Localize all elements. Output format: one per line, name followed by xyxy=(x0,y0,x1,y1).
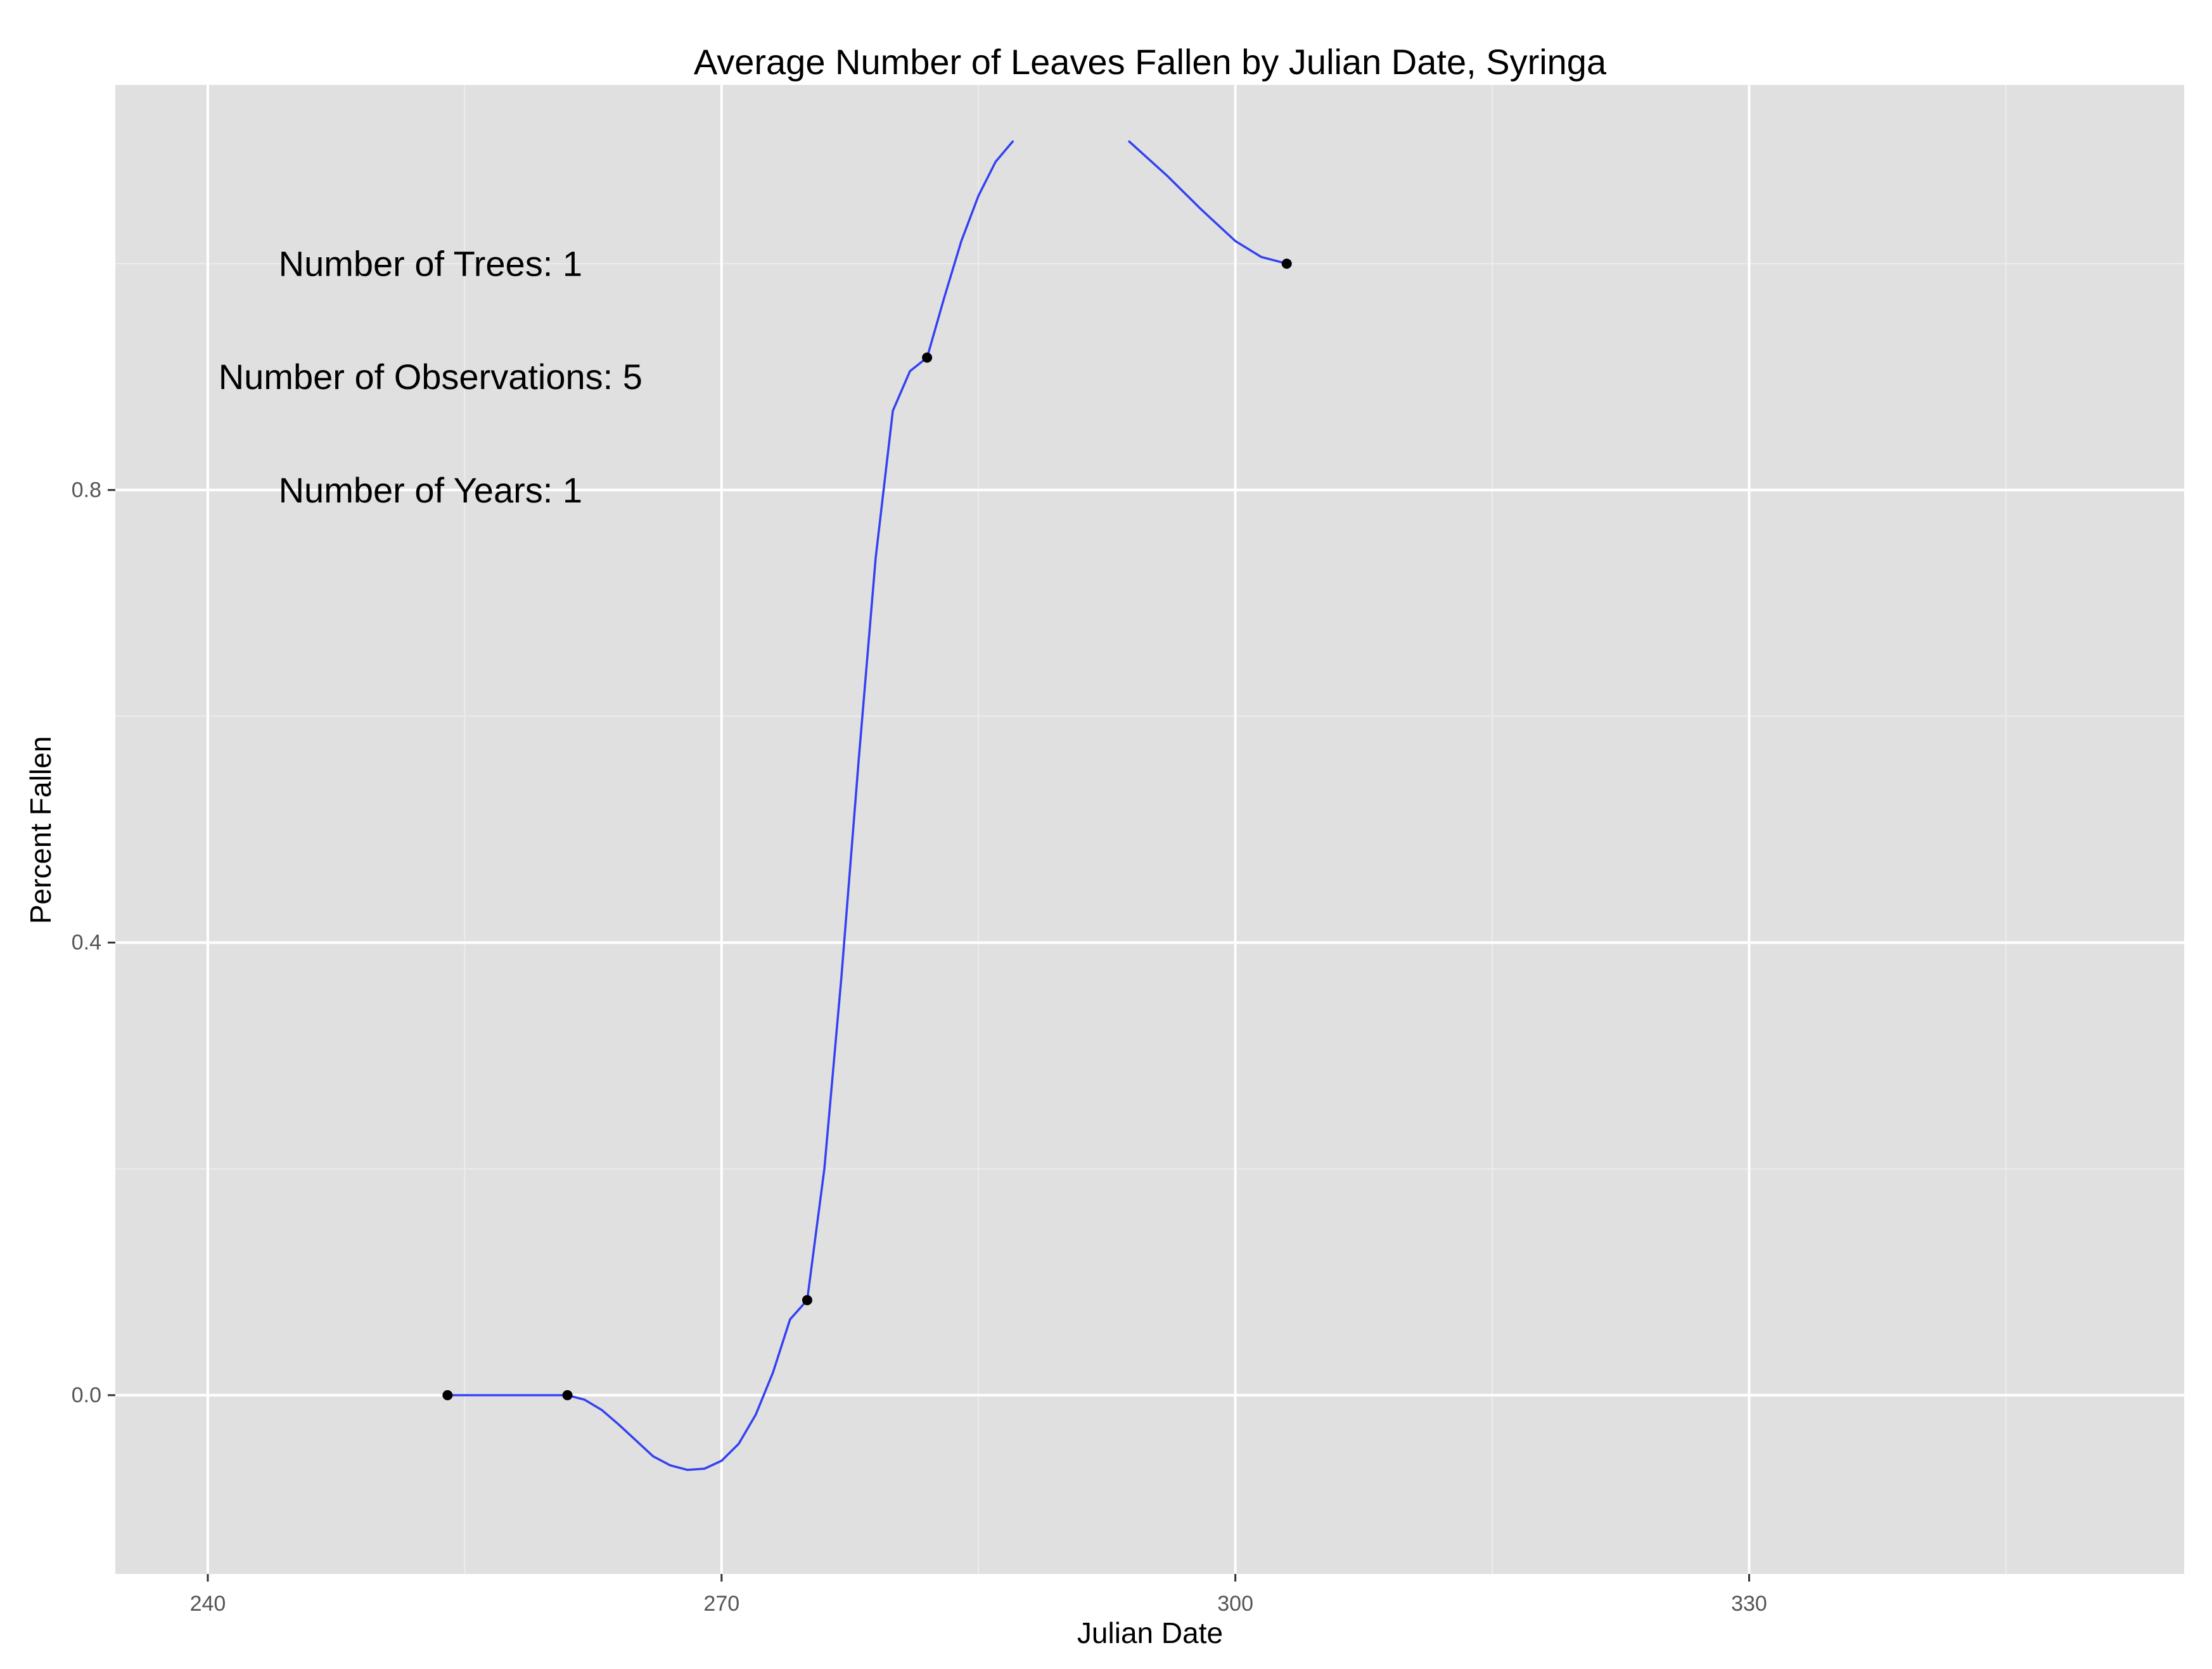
data-point xyxy=(442,1390,453,1400)
chart-title: Average Number of Leaves Fallen by Julia… xyxy=(694,42,1607,82)
annotation-text: Number of Years: 1 xyxy=(279,470,582,510)
data-point xyxy=(562,1390,573,1400)
annotation-text: Number of Observations: 5 xyxy=(219,357,643,397)
annotation-text: Number of Trees: 1 xyxy=(279,244,582,284)
axes-layer: 240 270 300 330 0.0 0.4 0.8 xyxy=(72,478,1767,1616)
x-tick-label: 300 xyxy=(1217,1592,1253,1616)
annotations-layer: Number of Trees: 1 Number of Observations… xyxy=(219,244,643,510)
smooth-line-segment xyxy=(446,140,1014,1471)
x-tick-label: 270 xyxy=(703,1592,739,1616)
plot-panel xyxy=(115,85,2184,1574)
data-point xyxy=(922,352,933,363)
x-tick-label: 240 xyxy=(190,1592,226,1616)
major-gridlines xyxy=(115,85,2184,1574)
series-layer xyxy=(446,140,1288,1471)
minor-gridlines xyxy=(115,85,2184,1574)
x-axis-label: Julian Date xyxy=(1077,1616,1223,1649)
y-tick-label: 0.8 xyxy=(72,478,101,502)
data-point xyxy=(1281,259,1292,269)
y-axis-label: Percent Fallen xyxy=(24,736,57,924)
y-tick-label: 0.0 xyxy=(72,1383,101,1407)
points-layer xyxy=(442,259,1292,1400)
smooth-line-segment xyxy=(1128,140,1288,265)
y-tick-label: 0.4 xyxy=(72,931,101,955)
x-tick-label: 330 xyxy=(1731,1592,1767,1616)
data-point xyxy=(802,1295,812,1305)
